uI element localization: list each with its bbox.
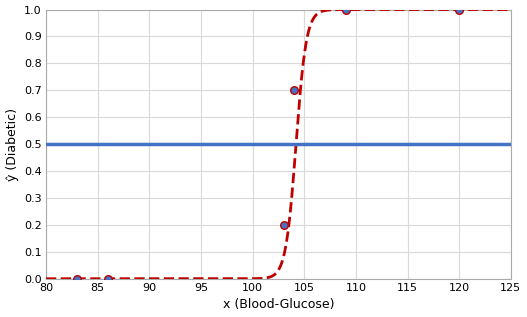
Point — [73, 276, 81, 281]
X-axis label: x (Blood-Glucose): x (Blood-Glucose) — [223, 298, 334, 311]
Point — [290, 88, 298, 93]
Y-axis label: ŷ (Diabetic): ŷ (Diabetic) — [6, 108, 18, 181]
Point — [104, 276, 112, 281]
Point — [455, 7, 463, 12]
Point — [279, 222, 288, 227]
Point — [341, 7, 350, 12]
